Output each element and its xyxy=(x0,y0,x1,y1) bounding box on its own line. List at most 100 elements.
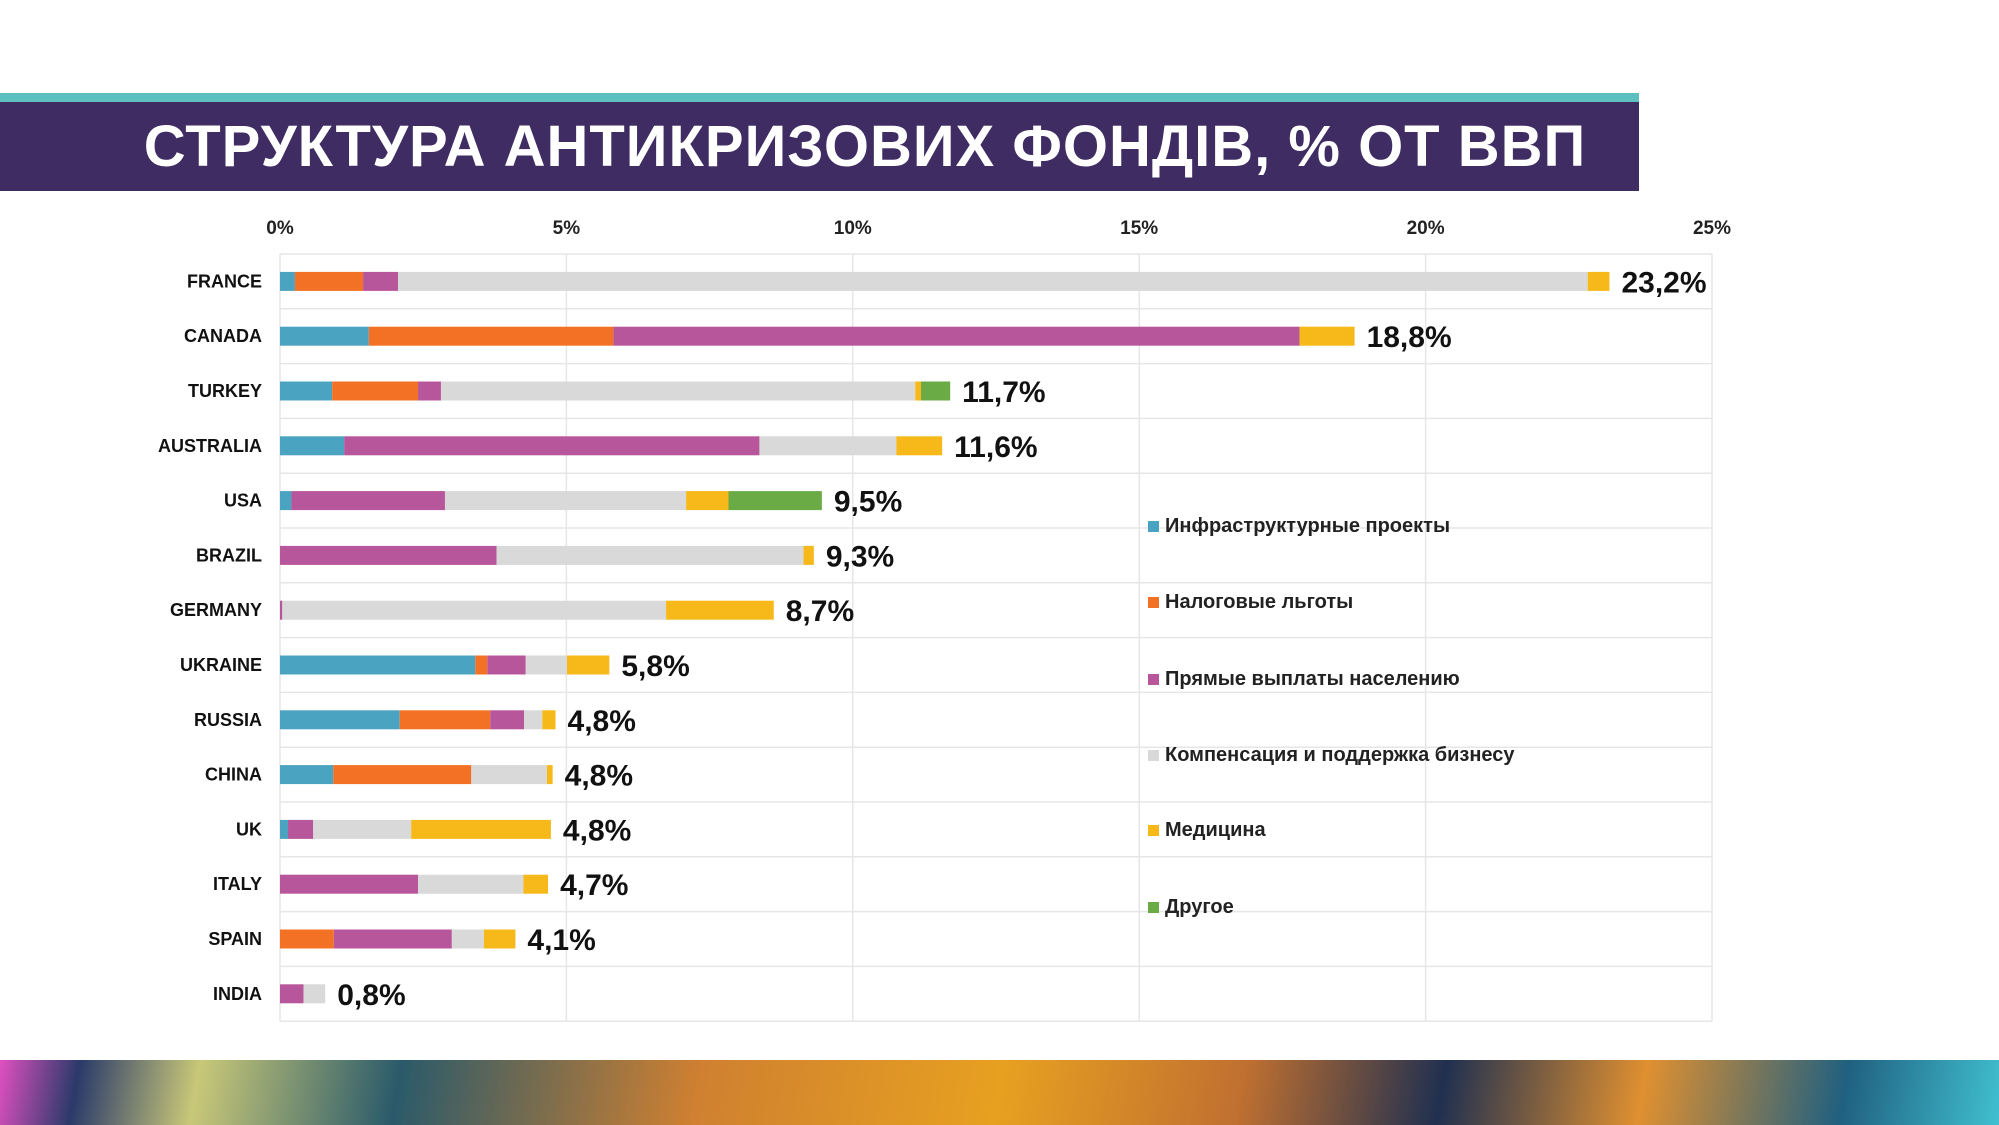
bar-segment-turkey-5 xyxy=(920,381,951,401)
bar-segment-china-1 xyxy=(333,765,472,785)
category-label: CANADA xyxy=(184,326,262,346)
x-tick-label: 0% xyxy=(266,218,294,239)
bar-segment-spain-2 xyxy=(333,929,452,949)
title-accent-strip xyxy=(0,93,1639,102)
bar-segment-canada-2 xyxy=(613,326,1300,346)
total-value-label: 4,7% xyxy=(560,869,628,902)
legend-label: Налоговые льготы xyxy=(1165,591,1354,613)
bar-segment-france-3 xyxy=(397,271,1588,291)
bar-segment-usa-3 xyxy=(444,491,687,511)
legend-label: Инфраструктурные проекты xyxy=(1165,515,1451,537)
bar-segment-brazil-4 xyxy=(803,545,814,565)
legend-swatch xyxy=(1148,597,1159,608)
bar-segment-russia-4 xyxy=(542,710,556,730)
bar-segment-italy-3 xyxy=(418,874,524,894)
page-title: СТРУКТУРА АНТИКРИЗОВИХ ФОНДІВ, % ОТ ВВП xyxy=(143,114,1587,179)
bar-segment-china-3 xyxy=(471,765,547,785)
bar-segment-turkey-2 xyxy=(418,381,441,401)
legend-swatch xyxy=(1148,750,1159,761)
total-value-label: 8,7% xyxy=(786,595,854,628)
legend-label: Прямые выплаты населению xyxy=(1165,668,1460,690)
bar-segment-france-0 xyxy=(280,271,295,291)
bar-segment-turkey-0 xyxy=(280,381,333,401)
x-tick-label: 20% xyxy=(1407,218,1445,239)
bar-segment-usa-0 xyxy=(280,491,292,511)
bar-segment-germany-2 xyxy=(280,600,283,620)
bar-segment-spain-4 xyxy=(483,929,516,949)
category-label: ITALY xyxy=(213,874,262,894)
bar-segment-russia-2 xyxy=(490,710,525,730)
bar-segment-brazil-2 xyxy=(280,545,497,565)
bar-segment-uk-0 xyxy=(280,819,289,839)
bar-segment-canada-0 xyxy=(280,326,369,346)
total-value-label: 9,3% xyxy=(826,540,894,573)
category-label: USA xyxy=(224,491,262,511)
legend-label: Медицина xyxy=(1165,819,1266,841)
total-value-label: 4,8% xyxy=(568,705,636,738)
bar-segment-spain-3 xyxy=(451,929,484,949)
bar-segment-germany-3 xyxy=(282,600,667,620)
legend-swatch xyxy=(1148,825,1159,836)
total-value-label: 11,6% xyxy=(954,431,1037,464)
total-value-label: 0,8% xyxy=(337,979,405,1012)
bar-segment-australia-2 xyxy=(344,436,760,456)
bar-segment-india-3 xyxy=(303,984,326,1004)
bar-segment-uk-2 xyxy=(288,819,314,839)
legend-item: Медицина xyxy=(1148,819,1266,842)
bar-segment-usa-5 xyxy=(728,491,822,511)
total-value-label: 4,8% xyxy=(563,814,631,847)
bar-segment-france-2 xyxy=(363,271,398,291)
bar-segment-france-4 xyxy=(1587,271,1610,291)
bar-segment-ukraine-1 xyxy=(475,655,488,675)
bar-segment-ukraine-2 xyxy=(487,655,526,675)
total-value-label: 4,8% xyxy=(565,760,633,793)
total-value-label: 23,2% xyxy=(1621,266,1706,299)
bar-segment-uk-3 xyxy=(313,819,412,839)
decorative-footer-band xyxy=(0,1060,1999,1125)
category-label: TURKEY xyxy=(188,381,262,401)
bar-segment-brazil-3 xyxy=(496,545,804,565)
legend-item: Прямые выплаты населению xyxy=(1148,668,1460,691)
bar-segment-australia-3 xyxy=(759,436,897,456)
category-label: INDIA xyxy=(213,984,262,1004)
bar-segment-germany-4 xyxy=(666,600,774,620)
bar-segment-usa-4 xyxy=(686,491,729,511)
total-value-label: 18,8% xyxy=(1367,321,1452,354)
bar-segment-italy-4 xyxy=(523,874,549,894)
bar-segment-australia-4 xyxy=(896,436,943,456)
legend-swatch xyxy=(1148,521,1159,532)
category-label: BRAZIL xyxy=(196,545,262,565)
title-bar: СТРУКТУРА АНТИКРИЗОВИХ ФОНДІВ, % ОТ ВВП xyxy=(0,102,1639,191)
bar-segment-france-1 xyxy=(294,271,364,291)
total-value-label: 9,5% xyxy=(834,486,902,519)
bar-segment-russia-1 xyxy=(399,710,491,730)
bar-segment-uk-4 xyxy=(411,819,551,839)
category-label: SPAIN xyxy=(208,929,262,949)
bar-segment-usa-2 xyxy=(291,491,445,511)
bar-segment-australia-0 xyxy=(280,436,345,456)
legend-label: Компенсация и поддержка бизнесу xyxy=(1165,744,1515,766)
category-label: FRANCE xyxy=(187,271,262,291)
x-tick-label: 25% xyxy=(1693,218,1731,239)
legend-item: Другое xyxy=(1148,896,1234,919)
x-tick-label: 5% xyxy=(553,218,581,239)
bar-segment-russia-3 xyxy=(524,710,543,730)
x-tick-label: 15% xyxy=(1120,218,1158,239)
legend-swatch xyxy=(1148,674,1159,685)
total-value-label: 4,1% xyxy=(527,924,595,957)
total-value-label: 11,7% xyxy=(962,376,1045,409)
bar-segment-ukraine-4 xyxy=(566,655,610,675)
category-label: AUSTRALIA xyxy=(158,436,262,456)
legend-item: Инфраструктурные проекты xyxy=(1148,515,1450,538)
bar-segment-india-2 xyxy=(280,984,304,1004)
legend-item: Налоговые льготы xyxy=(1148,591,1353,614)
bar-segment-china-0 xyxy=(280,765,334,785)
legend-label: Другое xyxy=(1165,896,1234,918)
bar-segment-canada-1 xyxy=(368,326,614,346)
bar-segment-spain-1 xyxy=(280,929,334,949)
bar-segment-turkey-1 xyxy=(332,381,419,401)
bar-segment-canada-4 xyxy=(1299,326,1355,346)
bar-segment-ukraine-0 xyxy=(280,655,476,675)
category-label: RUSSIA xyxy=(194,710,262,730)
